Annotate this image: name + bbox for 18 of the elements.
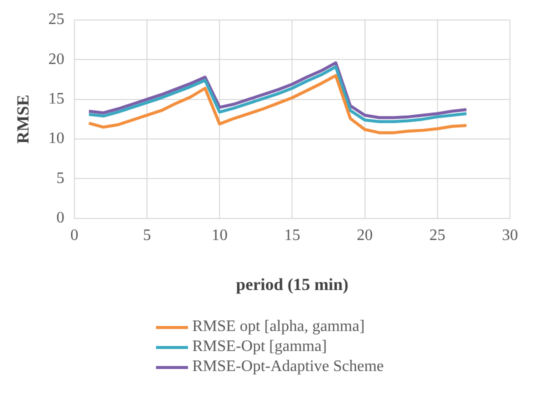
y-tick-label: 10 <box>48 130 64 148</box>
x-tick-label: 15 <box>284 227 300 244</box>
x-tick-label: 0 <box>70 227 78 244</box>
x-axis-title: period (15 min) <box>236 275 348 294</box>
y-axis-title: RMSE <box>14 94 33 144</box>
legend-label: RMSE-Opt-Adaptive Scheme <box>192 358 384 376</box>
x-tick-label: 30 <box>502 227 518 244</box>
x-tick-label: 10 <box>212 227 228 244</box>
y-tick-label: 20 <box>48 50 64 68</box>
x-tick-label: 20 <box>356 227 373 244</box>
x-tick-label: 5 <box>143 227 151 244</box>
y-tick-label: 0 <box>56 210 64 227</box>
x-tick-label: 25 <box>429 227 446 244</box>
y-tick-label: 5 <box>56 170 64 187</box>
y-tick-label: 15 <box>48 90 64 108</box>
y-tick-label: 25 <box>48 11 64 28</box>
legend-label: RMSE opt [alpha, gamma] <box>192 318 365 336</box>
legend-label: RMSE-Opt [gamma] <box>192 338 327 356</box>
